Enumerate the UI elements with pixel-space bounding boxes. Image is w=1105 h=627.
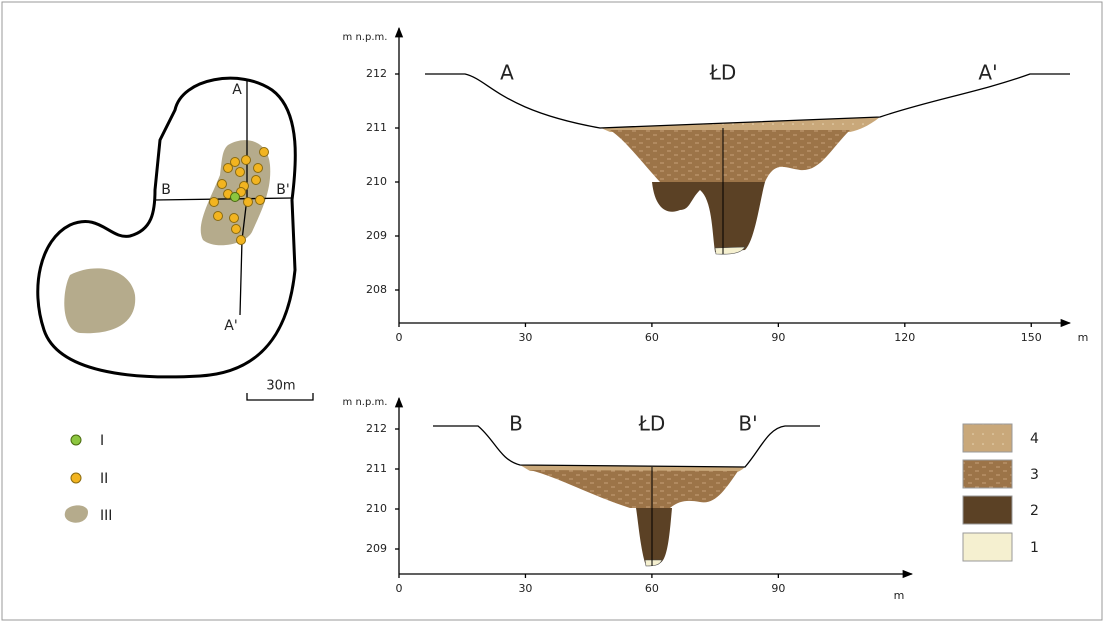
scale-label: 30m (266, 379, 295, 394)
x-axis-label: m (894, 589, 905, 602)
layer-label: 1 (1030, 540, 1039, 556)
y-tick-label: 211 (366, 462, 387, 475)
y-tick-label: 210 (366, 175, 387, 188)
map: A A' B B' 30m (36, 76, 314, 401)
section-label: A (500, 61, 514, 85)
y-tick-label: 212 (366, 422, 387, 435)
profile-b (433, 425, 820, 567)
y-tick-label: 209 (366, 229, 387, 242)
section-label: A (232, 82, 242, 98)
y-tick-label: 209 (366, 542, 387, 555)
y-tick-label: 210 (366, 502, 387, 515)
layer-legend: 4 3 2 1 (962, 423, 1039, 562)
section-label: B (161, 182, 171, 198)
section-label: B' (276, 182, 289, 198)
y-tick-label: 208 (366, 283, 387, 296)
y-tick-label: 211 (366, 121, 387, 134)
layer-label: 3 (1030, 467, 1039, 483)
y-axis-label: m n.p.m. (343, 397, 388, 408)
x-tick-label: 120 (894, 331, 915, 344)
x-tick-label: 0 (396, 331, 403, 344)
y-tick-label: 212 (366, 67, 387, 80)
layer-label: 4 (1030, 431, 1039, 447)
x-tick-label: 60 (645, 331, 659, 344)
x-tick-label: 30 (518, 331, 532, 344)
legend-label: III (100, 508, 112, 524)
section-label: A' (224, 318, 237, 334)
section-label: A' (978, 61, 997, 85)
legend-label: I (100, 433, 104, 449)
x-tick-label: 30 (518, 582, 532, 595)
section-label: ŁD (709, 61, 737, 85)
profile-a (425, 73, 1070, 255)
x-tick-label: 60 (645, 582, 659, 595)
x-axis-label: m (1078, 331, 1089, 344)
x-tick-label: 150 (1021, 331, 1042, 344)
x-tick-label: 0 (396, 582, 403, 595)
x-tick-label: 90 (771, 582, 785, 595)
x-tick-label: 90 (771, 331, 785, 344)
layer-label: 2 (1030, 503, 1039, 519)
section-label: B (509, 412, 523, 436)
point-legend: I II III (64, 433, 112, 524)
legend-label: II (100, 471, 108, 487)
section-label: ŁD (638, 412, 666, 436)
y-axis-label: m n.p.m. (343, 32, 388, 43)
section-label: B' (738, 412, 757, 436)
